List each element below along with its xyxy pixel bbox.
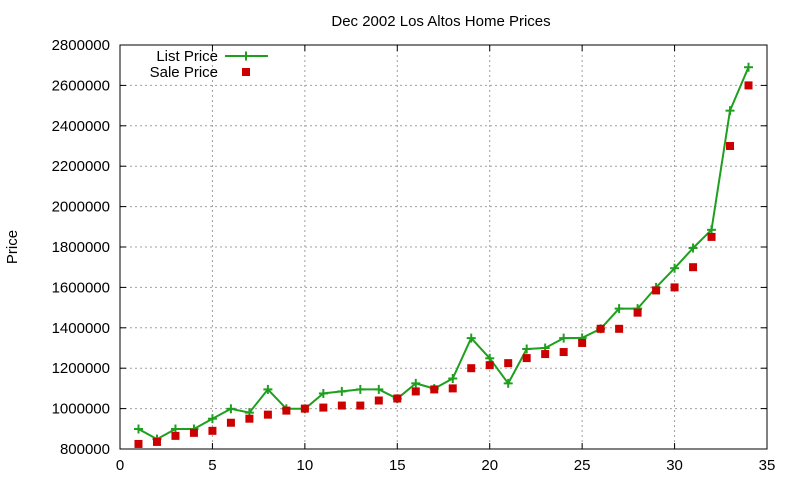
- y-tick-label: 2200000: [52, 158, 110, 175]
- y-tick-label: 1000000: [52, 401, 110, 418]
- x-tick-label: 25: [574, 457, 591, 474]
- list-price-point: [374, 384, 384, 394]
- sale-price-point: [522, 354, 531, 363]
- x-tick-label: 20: [481, 457, 498, 474]
- x-tick-label: 15: [389, 457, 406, 474]
- x-axis-tick-labels: 0 5 10 15 20 25 30 35: [116, 457, 776, 474]
- y-tick-label: 2400000: [52, 118, 110, 135]
- legend-sale-marker: [242, 68, 250, 76]
- x-tick-label: 10: [297, 457, 314, 474]
- list-price-point: [263, 384, 273, 394]
- list-price-point: [614, 304, 624, 314]
- y-tick-label: 1800000: [52, 239, 110, 256]
- y-tick-label: 2000000: [52, 199, 110, 216]
- list-price-point: [559, 333, 569, 343]
- x-tick-label: 30: [666, 457, 683, 474]
- sale-price-point: [541, 350, 550, 359]
- y-tick-label: 2600000: [52, 77, 110, 94]
- sale-price-point: [559, 348, 568, 357]
- sale-price-point: [134, 439, 143, 448]
- sale-price-point: [430, 385, 439, 394]
- legend: List Price Sale Price: [150, 48, 268, 81]
- sale-price-point: [467, 364, 476, 373]
- sale-price-point: [356, 401, 365, 410]
- list-price-point: [355, 384, 365, 394]
- chart-title: Dec 2002 Los Altos Home Prices: [331, 13, 550, 30]
- legend-sample-list-price: [225, 51, 268, 61]
- sale-price-point: [633, 308, 642, 317]
- legend-sample-sale-price: [242, 68, 250, 76]
- list-price-point: [226, 404, 236, 414]
- x-tick-label: 0: [116, 457, 124, 474]
- list-price-point: [411, 378, 421, 388]
- sale-price-point: [374, 396, 383, 405]
- sale-price-point: [319, 403, 328, 412]
- list-price-point: [466, 333, 476, 343]
- sale-price-point: [245, 414, 254, 423]
- y-tick-label: 1600000: [52, 279, 110, 296]
- sale-price-point: [596, 324, 605, 333]
- list-price-point: [522, 344, 532, 354]
- list-price-point: [744, 62, 754, 72]
- list-price-point: [503, 378, 513, 388]
- y-tick-label: 2800000: [52, 37, 110, 54]
- sale-price-point: [337, 401, 346, 410]
- legend-label-sale-price: Sale Price: [150, 64, 218, 81]
- x-tick-label: 5: [208, 457, 216, 474]
- sale-price-point: [744, 81, 753, 90]
- sale-price-point: [189, 428, 198, 437]
- list-price-point: [207, 414, 217, 424]
- sale-price-point: [448, 384, 457, 393]
- y-axis-tick-labels: 800000 1000000 1200000 1400000 1600000 180000…: [52, 37, 110, 458]
- grid-lines: [120, 45, 767, 449]
- list-price-point: [448, 374, 458, 384]
- y-tick-label: 1400000: [52, 320, 110, 337]
- list-price-point: [670, 263, 680, 273]
- plot-area: [119, 44, 768, 450]
- sale-price-point: [411, 387, 420, 396]
- sale-price-point: [485, 361, 494, 370]
- sale-price-point: [578, 338, 587, 347]
- y-tick-label: 1200000: [52, 360, 110, 377]
- list-price-point: [337, 386, 347, 396]
- sale-price-point: [393, 394, 402, 403]
- sale-price-point: [689, 263, 698, 272]
- sale-price-point: [707, 232, 716, 241]
- sale-price-point: [615, 324, 624, 333]
- sale-price-point: [263, 410, 272, 419]
- x-tick-label: 35: [759, 457, 776, 474]
- list-price-series: [133, 62, 754, 444]
- list-price-point: [725, 106, 735, 116]
- list-price-point: [318, 388, 328, 398]
- sale-price-point: [726, 142, 735, 150]
- y-tick-label: 800000: [60, 441, 110, 458]
- sale-price-point: [652, 286, 661, 295]
- list-price-line: [138, 66, 750, 441]
- sale-price-point: [152, 437, 161, 446]
- sale-price-series: [134, 81, 753, 448]
- sale-price-point: [670, 283, 679, 292]
- y-axis-label: Price: [4, 230, 21, 264]
- sale-price-point: [171, 431, 180, 440]
- list-price-point: [707, 225, 717, 235]
- sale-price-point: [504, 359, 513, 368]
- list-price-point: [688, 243, 698, 253]
- tick-marks: [119, 44, 768, 450]
- list-price-point: [133, 424, 143, 434]
- sale-price-point: [300, 404, 309, 413]
- sale-price-point: [226, 418, 235, 427]
- sale-price-point: [208, 426, 217, 435]
- sale-price-point: [282, 406, 291, 415]
- legend-label-list-price: List Price: [156, 48, 218, 65]
